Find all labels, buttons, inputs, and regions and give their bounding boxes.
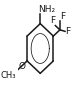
Text: F: F — [65, 27, 70, 36]
Text: O: O — [18, 62, 25, 71]
Text: CH₃: CH₃ — [1, 71, 16, 80]
Text: F: F — [60, 12, 65, 21]
Text: F: F — [50, 16, 55, 25]
Text: NH₂: NH₂ — [38, 5, 55, 14]
